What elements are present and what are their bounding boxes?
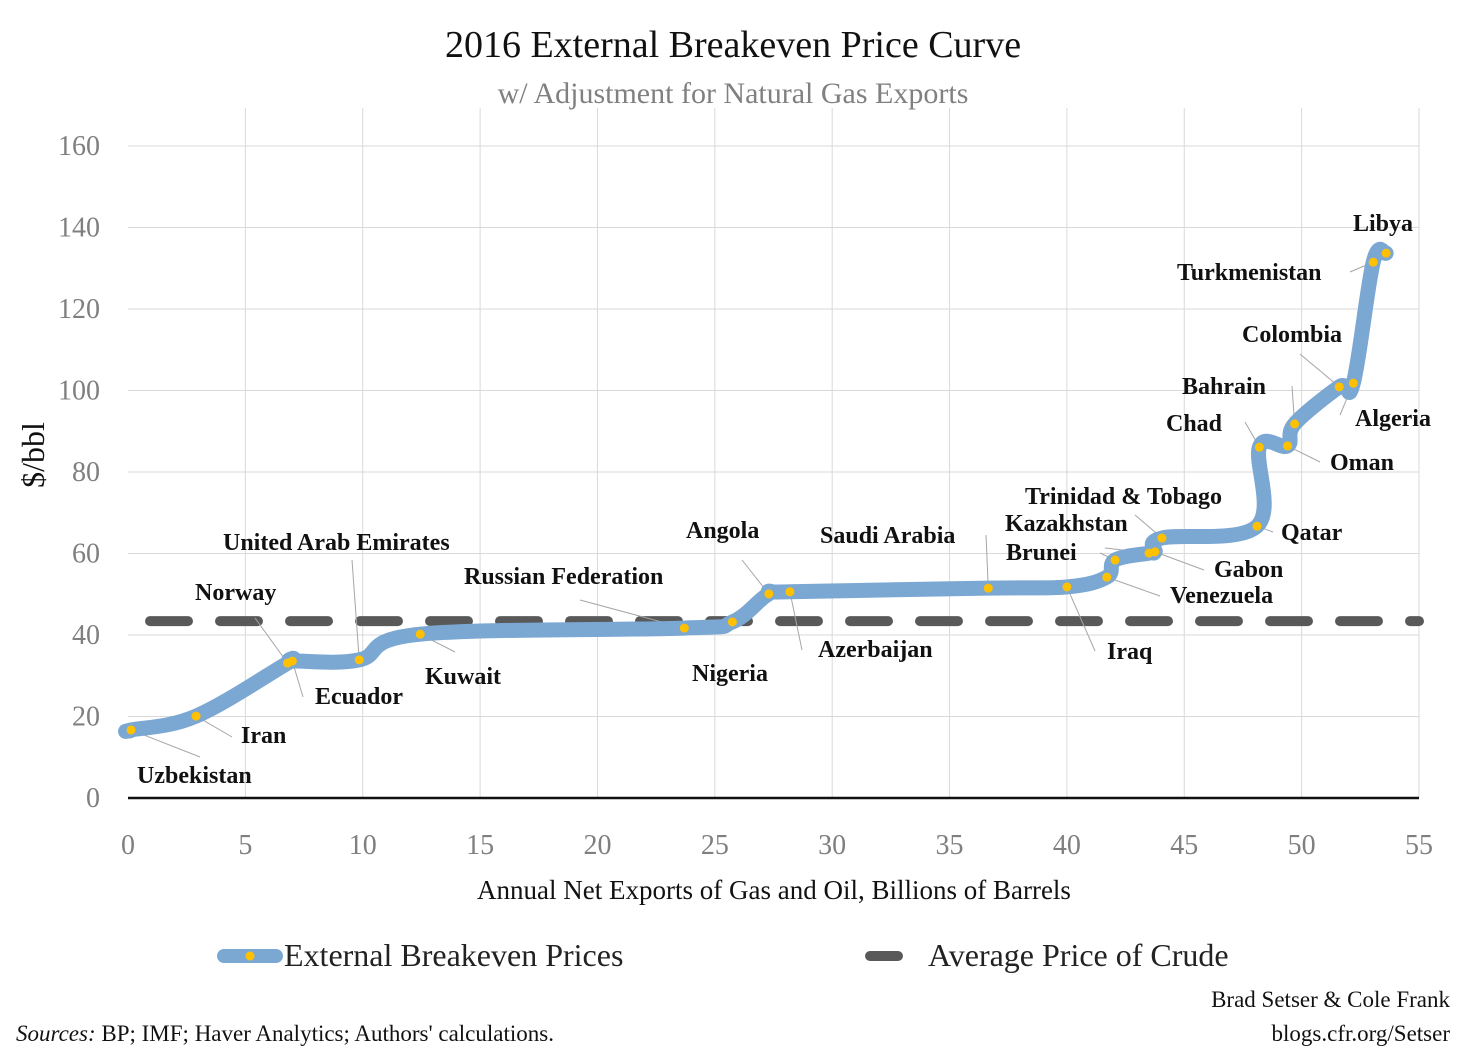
x-tick-label: 30 [818, 830, 846, 861]
data-point [191, 711, 201, 721]
breakeven-curve [118, 241, 1394, 739]
data-label: Libya [1353, 211, 1413, 237]
x-tick-label: 5 [238, 830, 252, 861]
data-label: Oman [1330, 450, 1394, 476]
legend: External Breakeven Prices Average Price … [217, 937, 1229, 973]
data-label: Trinidad & Tobago [1025, 484, 1222, 510]
y-tick-label: 20 [72, 702, 100, 733]
x-tick-label: 20 [583, 830, 611, 861]
x-tick-label: 40 [1053, 830, 1081, 861]
data-label: Turkmenistan [1177, 260, 1322, 286]
data-label: Kazakhstan [1005, 511, 1128, 537]
leader-line [1299, 353, 1340, 388]
y-tick-label: 80 [72, 457, 100, 488]
data-label: Azerbaijan [818, 637, 933, 663]
data-point [727, 617, 737, 627]
data-label: Uzbekistan [137, 763, 252, 789]
data-point [287, 656, 297, 666]
data-point [1157, 533, 1167, 543]
data-point [764, 589, 774, 599]
y-tick-label: 60 [72, 539, 100, 570]
data-point [1102, 572, 1112, 582]
data-points [126, 248, 1391, 735]
data-point [1381, 248, 1391, 258]
site-credit: blogs.cfr.org/Setser [1272, 1021, 1451, 1046]
data-label: Ecuador [315, 684, 403, 710]
data-point [1334, 382, 1344, 392]
data-label: Gabon [1214, 557, 1283, 583]
x-axis-ticks: 0 5 10 15 20 25 30 35 40 45 50 55 [121, 830, 1433, 861]
data-point [679, 623, 689, 633]
data-point [1252, 521, 1262, 531]
legend-label-breakeven: External Breakeven Prices [284, 937, 623, 973]
y-axis-title: $/bbl [15, 422, 51, 488]
x-tick-label: 35 [936, 830, 964, 861]
data-point [1283, 441, 1293, 451]
data-point [1368, 257, 1378, 267]
label-leader-lines [130, 261, 1374, 758]
data-label: Qatar [1281, 520, 1343, 546]
data-point [785, 587, 795, 597]
x-tick-label: 55 [1405, 830, 1433, 861]
data-label: Iraq [1107, 639, 1153, 665]
data-label: Algeria [1355, 406, 1431, 432]
y-tick-label: 100 [58, 376, 100, 407]
chart-title: 2016 External Breakeven Price Curve [445, 24, 1021, 66]
data-point [1062, 582, 1072, 592]
sources-text: BP; IMF; Haver Analytics; Authors' calcu… [96, 1021, 554, 1046]
y-tick-label: 40 [72, 620, 100, 651]
data-point [1348, 378, 1358, 388]
y-tick-label: 140 [58, 213, 100, 244]
y-tick-label: 120 [58, 294, 100, 325]
leader-line [789, 591, 803, 651]
x-tick-label: 25 [701, 830, 729, 861]
legend-swatch-point [245, 951, 255, 961]
data-label: Iran [241, 723, 286, 749]
data-label: Russian Federation [464, 564, 663, 590]
legend-label-crude: Average Price of Crude [928, 937, 1229, 973]
data-label: Norway [195, 580, 276, 606]
data-label: Chad [1166, 411, 1223, 437]
leader-line [1106, 576, 1161, 597]
data-label: Bahrain [1182, 374, 1266, 400]
x-tick-label: 15 [466, 830, 494, 861]
y-tick-label: 160 [58, 131, 100, 162]
data-label: Colombia [1242, 322, 1342, 348]
leader-line [1154, 551, 1205, 571]
x-axis-title: Annual Net Exports of Gas and Oil, Billi… [477, 875, 1071, 905]
data-point [983, 583, 993, 593]
x-tick-label: 50 [1288, 830, 1316, 861]
data-point [1290, 419, 1300, 429]
y-axis-ticks: 0 20 40 60 80 100 120 140 160 [58, 131, 100, 814]
sources-note: Sources: BP; IMF; Haver Analytics; Autho… [16, 1021, 554, 1046]
data-point [354, 655, 364, 665]
data-point [126, 725, 136, 735]
data-label: Saudi Arabia [820, 523, 955, 549]
data-label: Venezuela [1170, 583, 1273, 609]
leader-line [1066, 586, 1096, 652]
data-label: Angola [686, 518, 759, 544]
data-point [415, 629, 425, 639]
leader-line [985, 534, 989, 589]
leader-line [254, 617, 289, 664]
data-label: Kuwait [425, 664, 501, 690]
data-label: Nigeria [692, 661, 768, 687]
data-point [1110, 555, 1120, 565]
data-point [1150, 547, 1160, 557]
x-tick-label: 45 [1170, 830, 1198, 861]
x-tick-label: 10 [349, 830, 377, 861]
x-tick-label: 0 [121, 830, 135, 861]
y-tick-label: 0 [86, 783, 100, 814]
point-labels: Uzbekistan Iran Norway Ecuador United Arab E… [137, 211, 1431, 789]
data-point [1254, 442, 1264, 452]
authors-credit: Brad Setser & Cole Frank [1211, 987, 1450, 1012]
leader-line [351, 559, 360, 660]
data-label: Brunei [1006, 540, 1077, 566]
sources-label: Sources: [16, 1021, 96, 1046]
data-label: United Arab Emirates [223, 530, 450, 556]
chart-subtitle: w/ Adjustment for Natural Gas Exports [498, 77, 969, 110]
